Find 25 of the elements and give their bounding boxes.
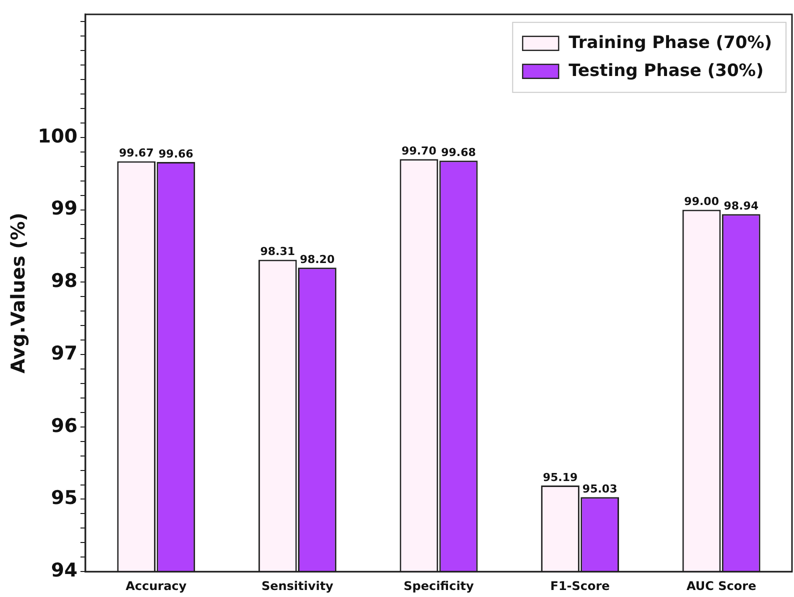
y-tick-label: 96	[51, 414, 78, 437]
legend-label: Testing Phase (30%)	[568, 60, 764, 81]
y-tick-label: 99	[51, 198, 78, 220]
data-label: 98.94	[724, 199, 759, 212]
data-label: 99.67	[118, 146, 154, 160]
y-tick-label: 97	[51, 342, 78, 364]
x-tick-label: F1-Score	[550, 578, 610, 593]
y-tick-label: 95	[51, 487, 78, 510]
data-label: 95.19	[542, 470, 578, 484]
data-label: 99.66	[158, 147, 194, 160]
x-tick-label: Sensitivity	[261, 578, 334, 593]
x-tick-label: Accuracy	[126, 578, 187, 593]
y-axis-title: Avg.Values (%)	[7, 212, 30, 374]
x-tick-label: AUC Score	[686, 578, 756, 593]
data-label: 99.70	[402, 144, 437, 158]
y-tick-label: 98	[51, 270, 78, 292]
data-label: 95.03	[582, 482, 618, 496]
y-tick-label: 100	[38, 125, 78, 148]
data-label: 99.68	[441, 146, 476, 159]
x-tick-label: Specificity	[404, 578, 474, 593]
data-label: 98.20	[300, 253, 335, 266]
legend-label: Training Phase (70%)	[568, 32, 772, 53]
y-tick-label: 94	[51, 560, 78, 582]
data-label: 99.00	[684, 195, 720, 208]
data-label: 98.31	[260, 245, 296, 258]
